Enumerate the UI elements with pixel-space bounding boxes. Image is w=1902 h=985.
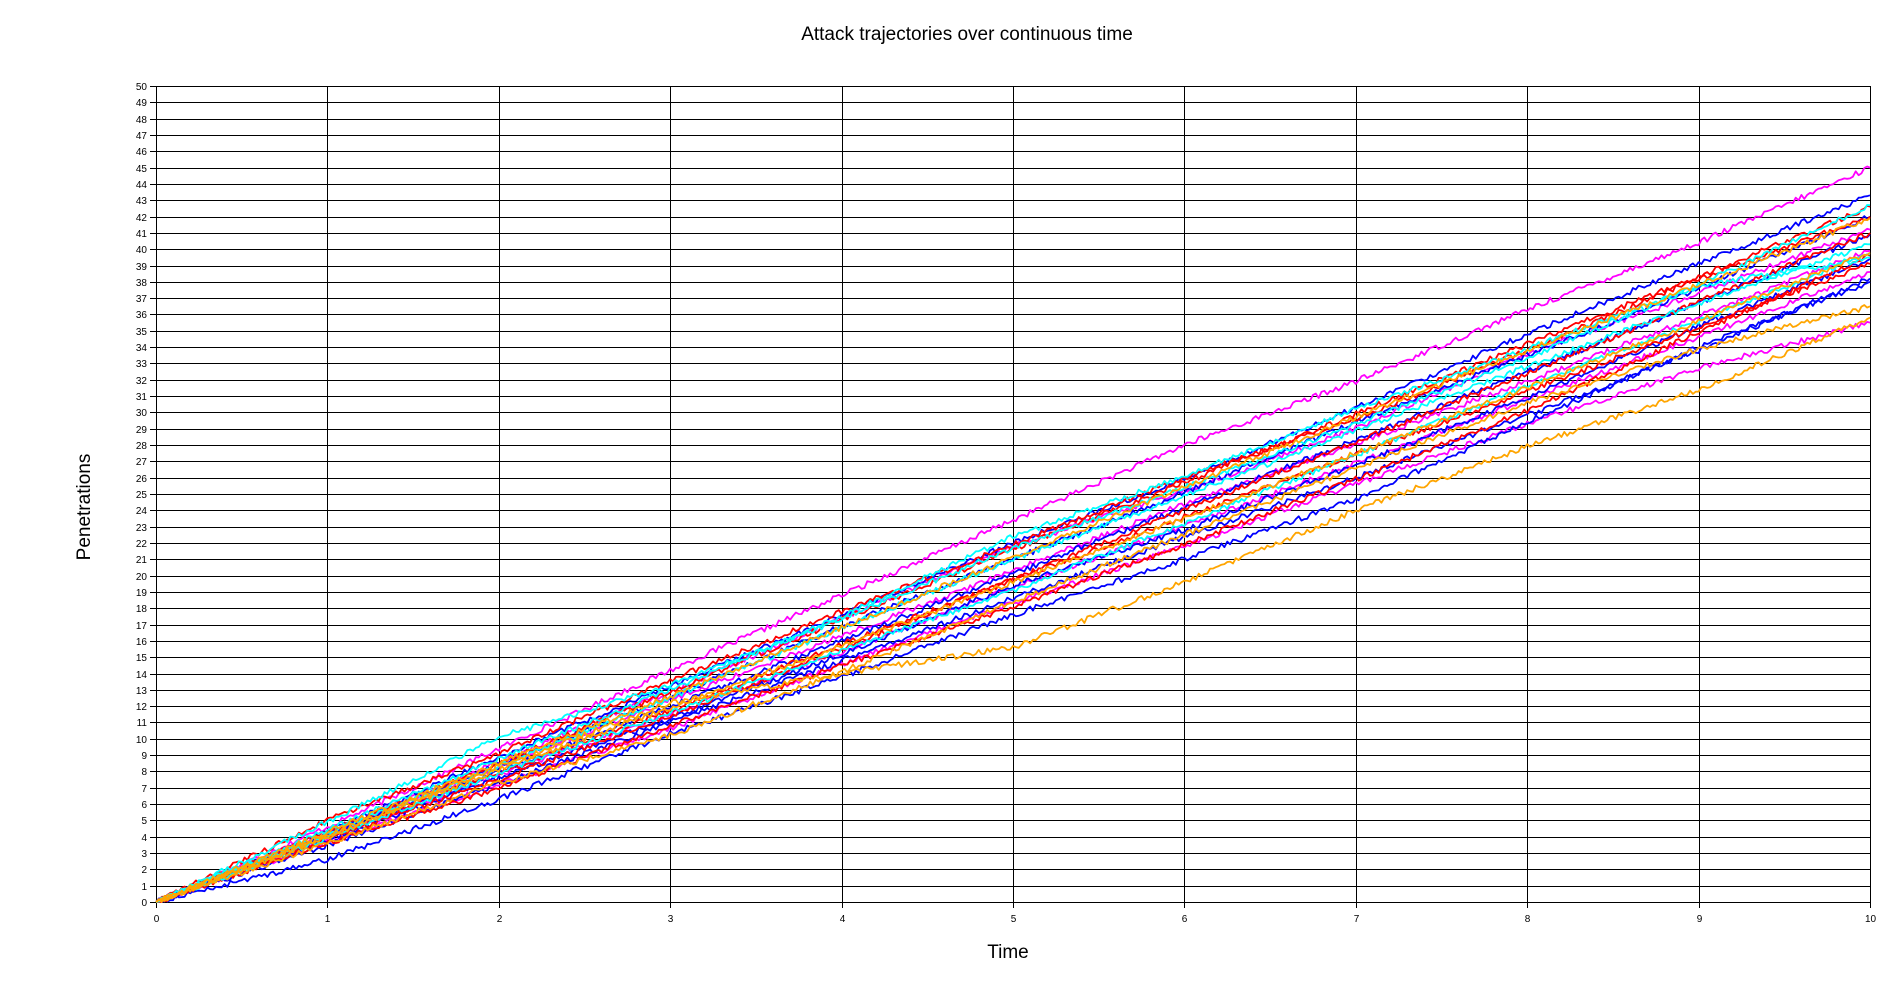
y-tick-label: 41 bbox=[136, 229, 148, 240]
y-tick-label: 12 bbox=[136, 702, 148, 713]
y-tick-label: 35 bbox=[136, 327, 148, 338]
y-tick-label: 7 bbox=[141, 784, 147, 795]
y-tick-label: 3 bbox=[141, 849, 147, 860]
y-tick-label: 8 bbox=[141, 767, 147, 778]
y-axis-label: Penetrations bbox=[74, 454, 95, 561]
x-tick-label: 7 bbox=[1354, 914, 1360, 925]
y-tick-label: 1 bbox=[141, 882, 147, 893]
x-tick-label: 1 bbox=[325, 914, 331, 925]
y-tick-label: 38 bbox=[136, 278, 148, 289]
y-tick-label: 45 bbox=[136, 164, 148, 175]
series-line-10 bbox=[155, 277, 1871, 903]
y-tick-label: 22 bbox=[136, 539, 148, 550]
series-line-13 bbox=[156, 232, 1871, 903]
y-tick-label: 11 bbox=[137, 718, 148, 729]
y-tick-label: 32 bbox=[136, 376, 148, 387]
y-tick-label: 20 bbox=[136, 572, 148, 583]
series-line-17 bbox=[155, 204, 1871, 903]
x-tick-label: 8 bbox=[1525, 914, 1531, 925]
y-tick-label: 50 bbox=[136, 82, 148, 93]
y-tick-label: 47 bbox=[136, 131, 148, 142]
x-axis-tick-labels: 0 1 2 3 4 5 6 7 8 9 10 bbox=[154, 914, 1877, 925]
y-tick-label: 10 bbox=[136, 735, 148, 746]
y-tick-label: 5 bbox=[141, 816, 147, 827]
y-tick-label: 30 bbox=[136, 408, 148, 419]
series-line-21 bbox=[155, 316, 1871, 903]
y-tick-label: 26 bbox=[136, 474, 148, 485]
y-tick-label: 0 bbox=[141, 898, 147, 909]
y-tick-label: 33 bbox=[136, 359, 148, 370]
y-tick-label: 16 bbox=[136, 637, 148, 648]
series-line-20 bbox=[155, 256, 1871, 903]
y-tick-label: 31 bbox=[136, 392, 148, 403]
y-tick-label: 14 bbox=[136, 670, 148, 681]
x-tick-label: 3 bbox=[668, 914, 674, 925]
y-tick-label: 4 bbox=[141, 833, 147, 844]
y-tick-label: 25 bbox=[136, 490, 148, 501]
series-line-22 bbox=[155, 304, 1871, 903]
y-tick-label: 13 bbox=[136, 686, 148, 697]
x-tick-label: 2 bbox=[497, 914, 503, 925]
x-tick-label: 10 bbox=[1865, 914, 1877, 925]
y-tick-label: 2 bbox=[141, 865, 147, 876]
series-line-19 bbox=[155, 253, 1871, 903]
y-tick-label: 28 bbox=[136, 441, 148, 452]
series-line-14 bbox=[156, 253, 1871, 903]
x-tick-label: 6 bbox=[1182, 914, 1188, 925]
series-line-24 bbox=[155, 251, 1871, 903]
y-tick-label: 37 bbox=[136, 294, 148, 305]
y-tick-label: 36 bbox=[136, 310, 148, 321]
chart-title: Attack trajectories over continuous time bbox=[801, 24, 1133, 45]
y-tick-label: 17 bbox=[136, 621, 148, 632]
series-line-23 bbox=[155, 217, 1871, 903]
y-axis-tick-labels: 0123456789101112131415161718192021222324… bbox=[136, 82, 148, 909]
x-axis-label: Time bbox=[987, 942, 1029, 963]
y-tick-label: 18 bbox=[136, 604, 148, 615]
y-tick-label: 21 bbox=[136, 555, 148, 566]
x-tick-label: 5 bbox=[1011, 914, 1017, 925]
y-tick-label: 24 bbox=[136, 506, 148, 517]
y-tick-label: 19 bbox=[136, 588, 148, 599]
y-tick-label: 42 bbox=[136, 213, 148, 224]
y-tick-label: 46 bbox=[136, 147, 148, 158]
y-tick-label: 27 bbox=[136, 457, 148, 468]
y-tick-label: 15 bbox=[136, 653, 148, 664]
y-tick-label: 34 bbox=[136, 343, 148, 354]
x-tick-label: 4 bbox=[840, 914, 846, 925]
series-group bbox=[155, 165, 1871, 903]
y-tick-label: 44 bbox=[136, 180, 148, 191]
y-tick-label: 23 bbox=[136, 523, 148, 534]
y-tick-label: 6 bbox=[141, 800, 147, 811]
y-tick-label: 48 bbox=[136, 115, 148, 126]
y-tick-label: 39 bbox=[136, 262, 148, 273]
x-tick-label: 0 bbox=[154, 914, 160, 925]
y-tick-label: 43 bbox=[136, 196, 148, 207]
y-tick-label: 9 bbox=[141, 751, 147, 762]
y-tick-label: 40 bbox=[136, 245, 148, 256]
x-tick-label: 9 bbox=[1697, 914, 1703, 925]
y-tick-label: 49 bbox=[136, 98, 148, 109]
y-tick-label: 29 bbox=[136, 425, 148, 436]
